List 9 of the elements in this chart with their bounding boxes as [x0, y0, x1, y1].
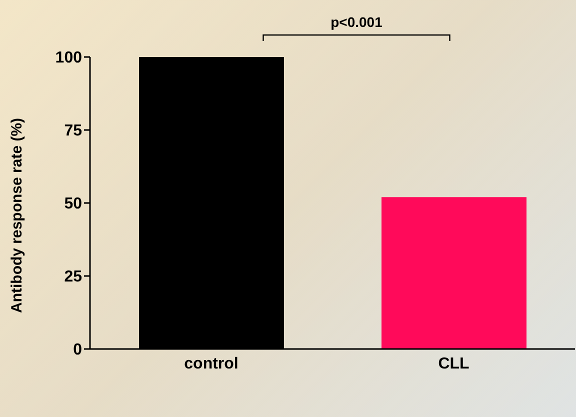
y-tick-label: 100 — [55, 50, 82, 67]
x-tick-label: CLL — [438, 355, 470, 372]
y-tick-label: 75 — [64, 122, 82, 140]
x-tick-label: control — [184, 355, 238, 372]
y-tick-label: 0 — [73, 342, 82, 359]
text: p<0.001 — [330, 14, 383, 30]
y-tick-label: 50 — [64, 196, 82, 213]
y-tick-label: 25 — [64, 268, 82, 286]
y-axis-title: Antibody response rate (%) — [8, 118, 26, 313]
